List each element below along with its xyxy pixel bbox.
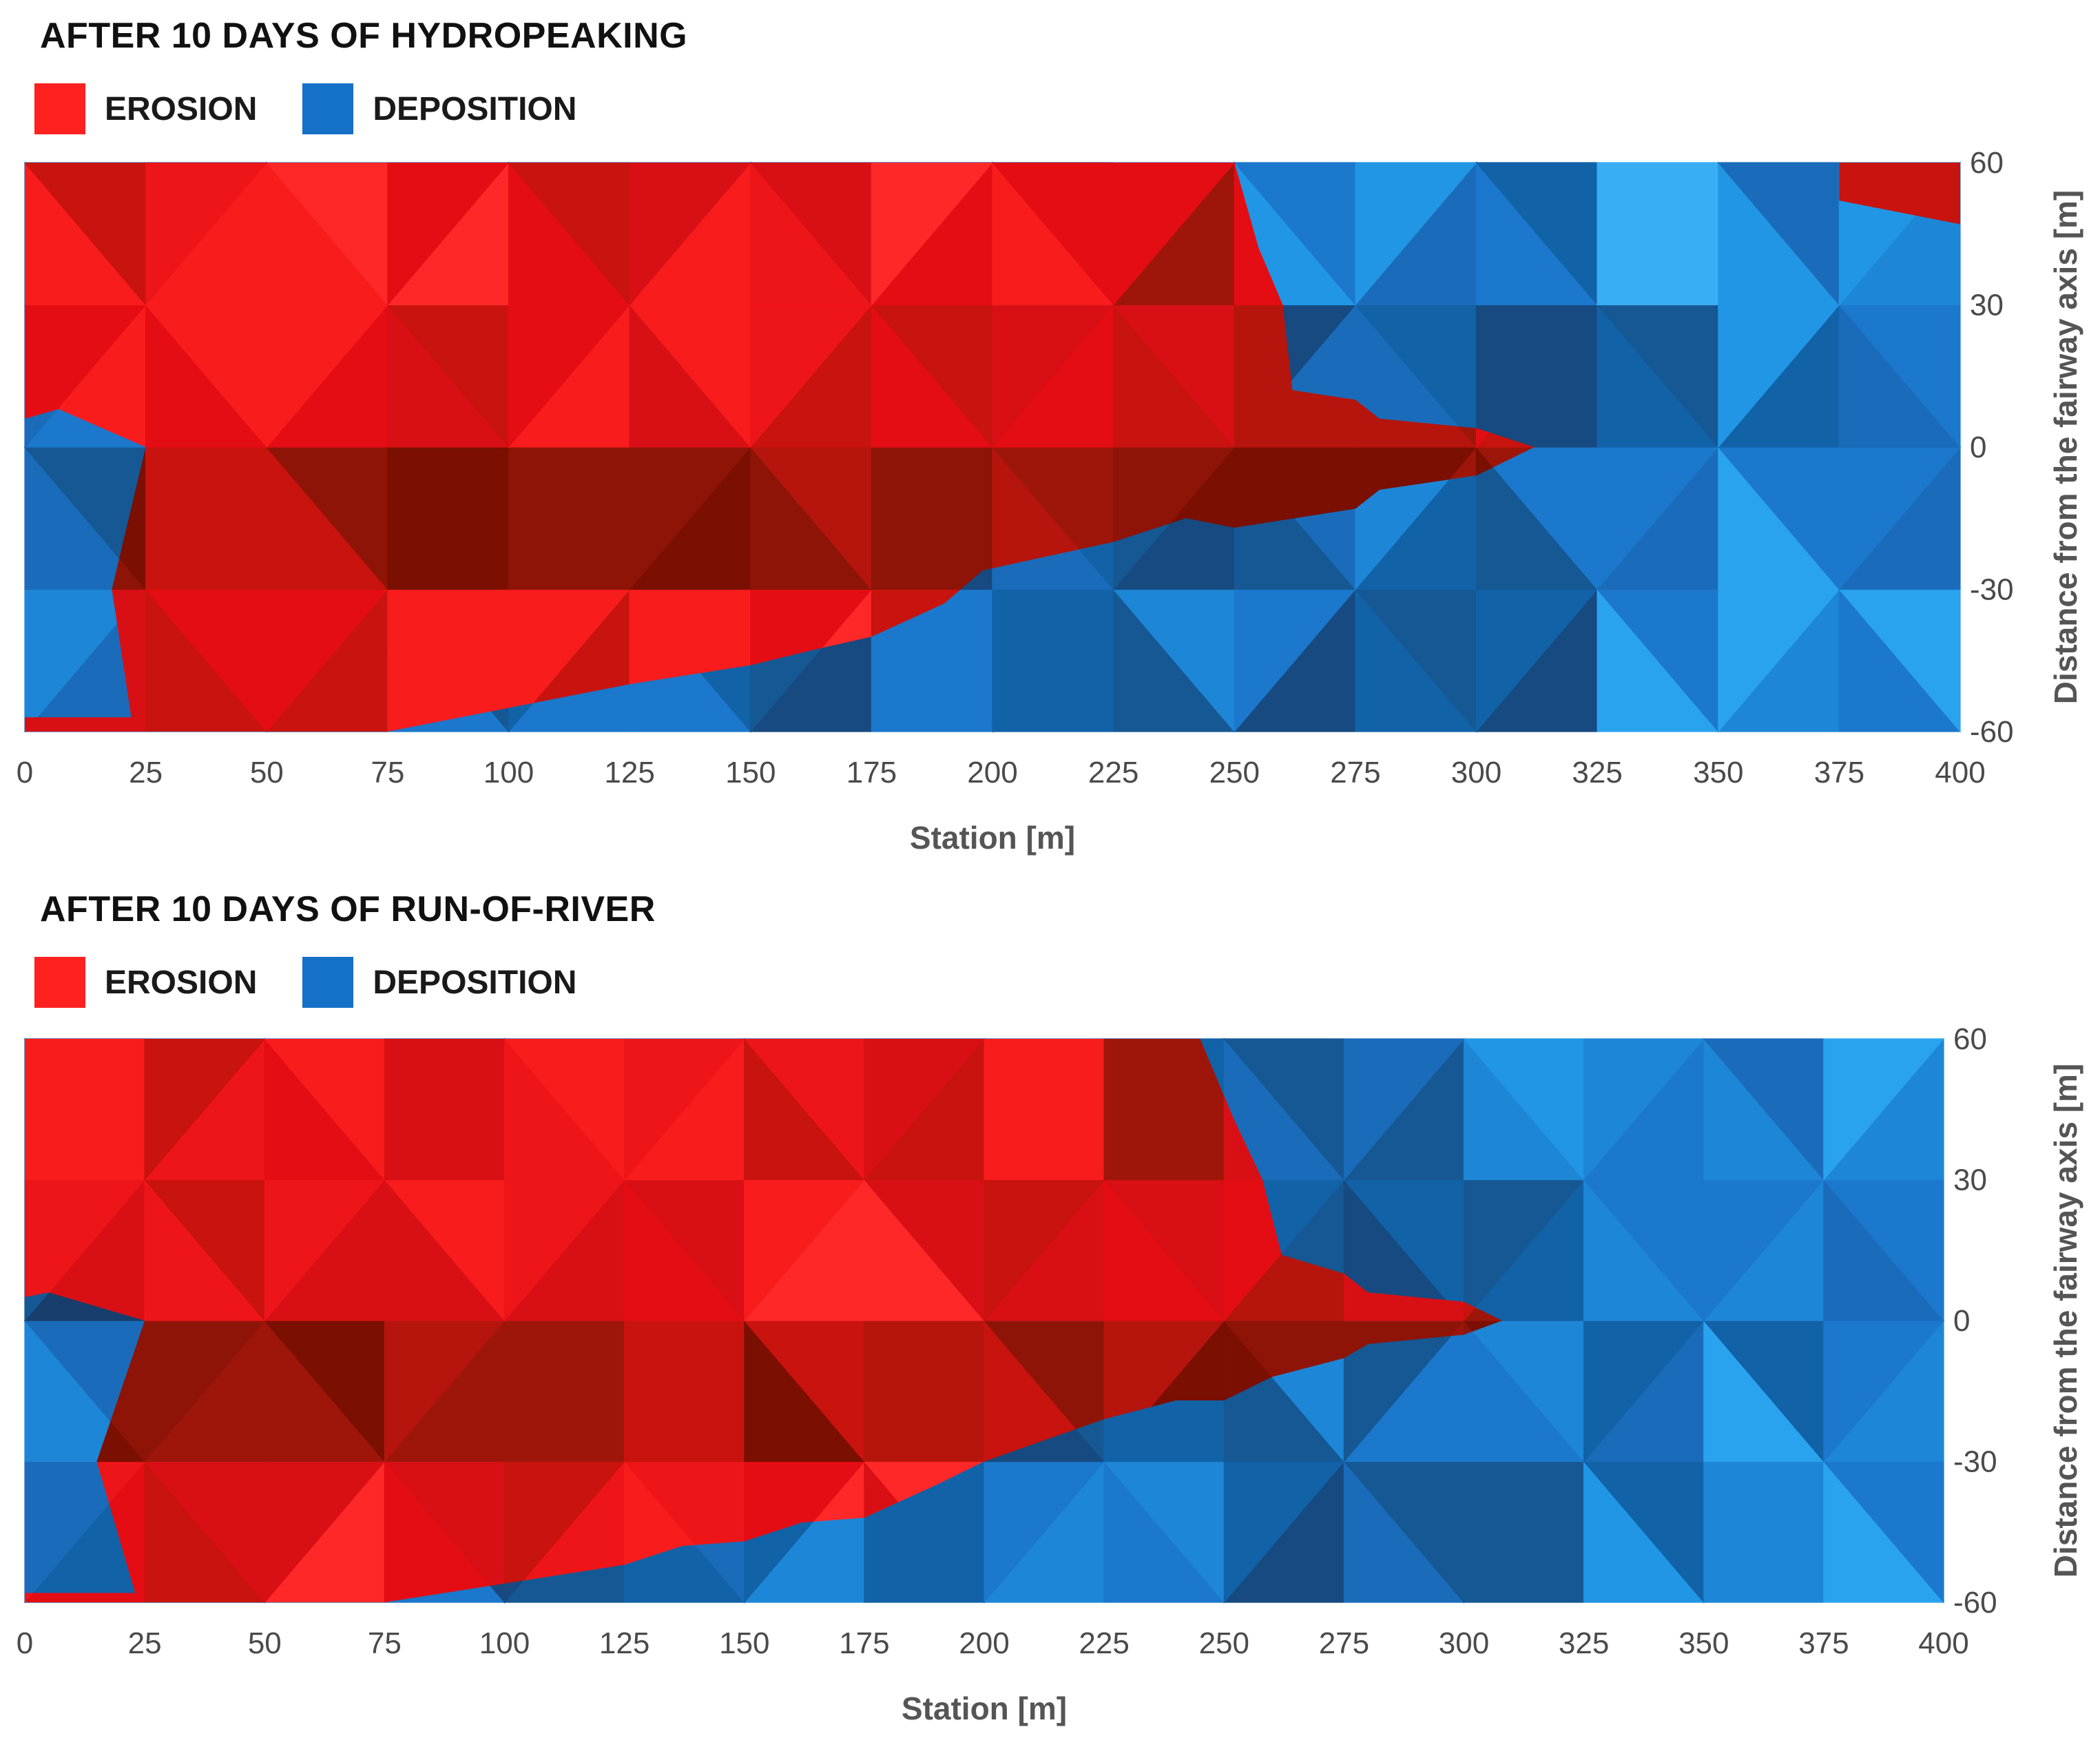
x-tick-label: 125: [599, 1626, 649, 1660]
x-axis-title: Station [m]: [910, 820, 1075, 856]
x-tick-label: 200: [959, 1626, 1009, 1660]
legend: EROSION DEPOSITION: [34, 955, 622, 1010]
x-tick-label: 225: [1088, 756, 1139, 789]
x-tick-label: 50: [248, 1626, 282, 1660]
legend-label-erosion: EROSION: [105, 964, 258, 1001]
erosion-cell: [871, 163, 994, 307]
plot-area: 0 25 50 75 100 125 150 175 200 225 250 275 300 325 350…: [17, 146, 2083, 856]
x-tick-label: 375: [1814, 756, 1864, 789]
deposition-cell: [1583, 1038, 1705, 1181]
legend-item-erosion: EROSION: [34, 83, 257, 134]
legend-swatch-deposition: [302, 83, 354, 134]
deposition-cell: [1343, 1038, 1465, 1181]
erosion-cell: [1103, 1039, 1225, 1181]
x-tick-label: 225: [1079, 1626, 1129, 1660]
deposition-cell: [1823, 1038, 1945, 1181]
chart-panel-run-of-river: AFTER 10 DAYS OF RUN-OF-RIVER EROSION DE…: [0, 874, 2100, 1747]
erosion-cell: [864, 1039, 986, 1181]
erosion-cell: [144, 1039, 266, 1181]
y-tick-label: -60: [1970, 715, 2014, 749]
x-tick-label: 400: [1935, 756, 1985, 789]
x-tick-label: 100: [479, 1626, 530, 1660]
y-tick-label: 0: [1953, 1304, 1970, 1338]
y-tick-label: -30: [1953, 1445, 1997, 1479]
x-tick-label: 50: [250, 756, 284, 789]
legend-label-erosion: EROSION: [105, 90, 258, 127]
x-tick-label: 75: [368, 1626, 402, 1660]
y-axis: 60 30 0 -30 -60: [1953, 1022, 1997, 1620]
erosion-cell: [145, 163, 268, 307]
x-tick-label: 0: [17, 756, 33, 789]
legend-item-deposition: DEPOSITION: [302, 83, 576, 134]
erosion-cell: [384, 1039, 506, 1181]
x-tick-label: 325: [1559, 1626, 1609, 1660]
x-tick-label: 275: [1330, 756, 1380, 789]
y-tick-label: 60: [1953, 1022, 1987, 1056]
x-tick-label: 150: [725, 756, 776, 789]
y-axis: 60 30 0 -30 -60: [1970, 146, 2014, 749]
x-tick-label: 75: [371, 756, 404, 789]
x-tick-label: 325: [1572, 756, 1622, 789]
legend-item-deposition: DEPOSITION: [302, 957, 576, 1008]
legend-label-deposition: DEPOSITION: [373, 964, 577, 1001]
x-tick-label: 275: [1319, 1626, 1369, 1660]
erosion-cell: [629, 163, 752, 307]
chart-title: AFTER 10 DAYS OF RUN-OF-RIVER: [40, 889, 656, 929]
legend: EROSION DEPOSITION: [34, 81, 622, 136]
x-tick-label: 175: [839, 1626, 889, 1660]
x-tick-label: 250: [1209, 756, 1260, 789]
x-tick-label: 375: [1798, 1626, 1849, 1660]
x-axis: 0 25 50 75 100 125 150 175 200 225 250 275 300 325 350…: [17, 1626, 1969, 1660]
legend-swatch-deposition: [302, 957, 354, 1008]
erosion-cell: [1112, 163, 1236, 307]
x-tick-label: 125: [604, 756, 654, 789]
legend-item-erosion: EROSION: [34, 957, 257, 1008]
y-tick-label: 60: [1970, 146, 2004, 180]
y-tick-label: -60: [1953, 1586, 1997, 1620]
x-tick-label: 25: [128, 1626, 162, 1660]
x-tick-label: 300: [1451, 756, 1501, 789]
deposition-cell: [1355, 162, 1477, 307]
y-tick-label: 30: [1970, 289, 2004, 322]
x-tick-label: 250: [1199, 1626, 1249, 1660]
x-axis: 0 25 50 75 100 125 150 175 200 225 250 275 300 325 350…: [17, 756, 1986, 789]
chart-panel-hydropeaking: AFTER 10 DAYS OF HYDROPEAKING EROSION DE…: [17, 16, 2083, 856]
x-tick-label: 400: [1918, 1626, 1968, 1660]
legend-label-deposition: DEPOSITION: [373, 90, 577, 127]
y-tick-label: -30: [1970, 573, 2014, 607]
x-axis-title: Station [m]: [902, 1691, 1067, 1726]
erosion-cell: [387, 163, 510, 307]
x-tick-label: 350: [1693, 756, 1743, 789]
legend-swatch-erosion: [34, 957, 85, 1008]
y-axis-title: Distance from the fairway axis [m]: [2048, 190, 2083, 704]
plot-area: 0 25 50 75 100 125 150 175 200 225 250 275 300 325 350…: [17, 1022, 2083, 1726]
deposition-cell: [1597, 162, 1720, 307]
erosion-cell: [623, 1039, 746, 1181]
y-tick-label: 0: [1970, 431, 1986, 464]
x-tick-label: 300: [1439, 1626, 1489, 1660]
chart-title: AFTER 10 DAYS OF HYDROPEAKING: [40, 16, 688, 56]
x-tick-label: 100: [484, 756, 534, 789]
x-tick-label: 0: [17, 1626, 33, 1660]
x-tick-label: 350: [1678, 1626, 1729, 1660]
y-tick-label: 30: [1953, 1164, 1987, 1197]
x-tick-label: 175: [846, 756, 897, 789]
y-axis-title: Distance from the fairway axis [m]: [2048, 1064, 2083, 1578]
x-tick-label: 150: [719, 1626, 769, 1660]
x-tick-label: 200: [967, 756, 1017, 789]
legend-swatch-erosion: [34, 83, 85, 134]
x-tick-label: 25: [129, 756, 163, 789]
